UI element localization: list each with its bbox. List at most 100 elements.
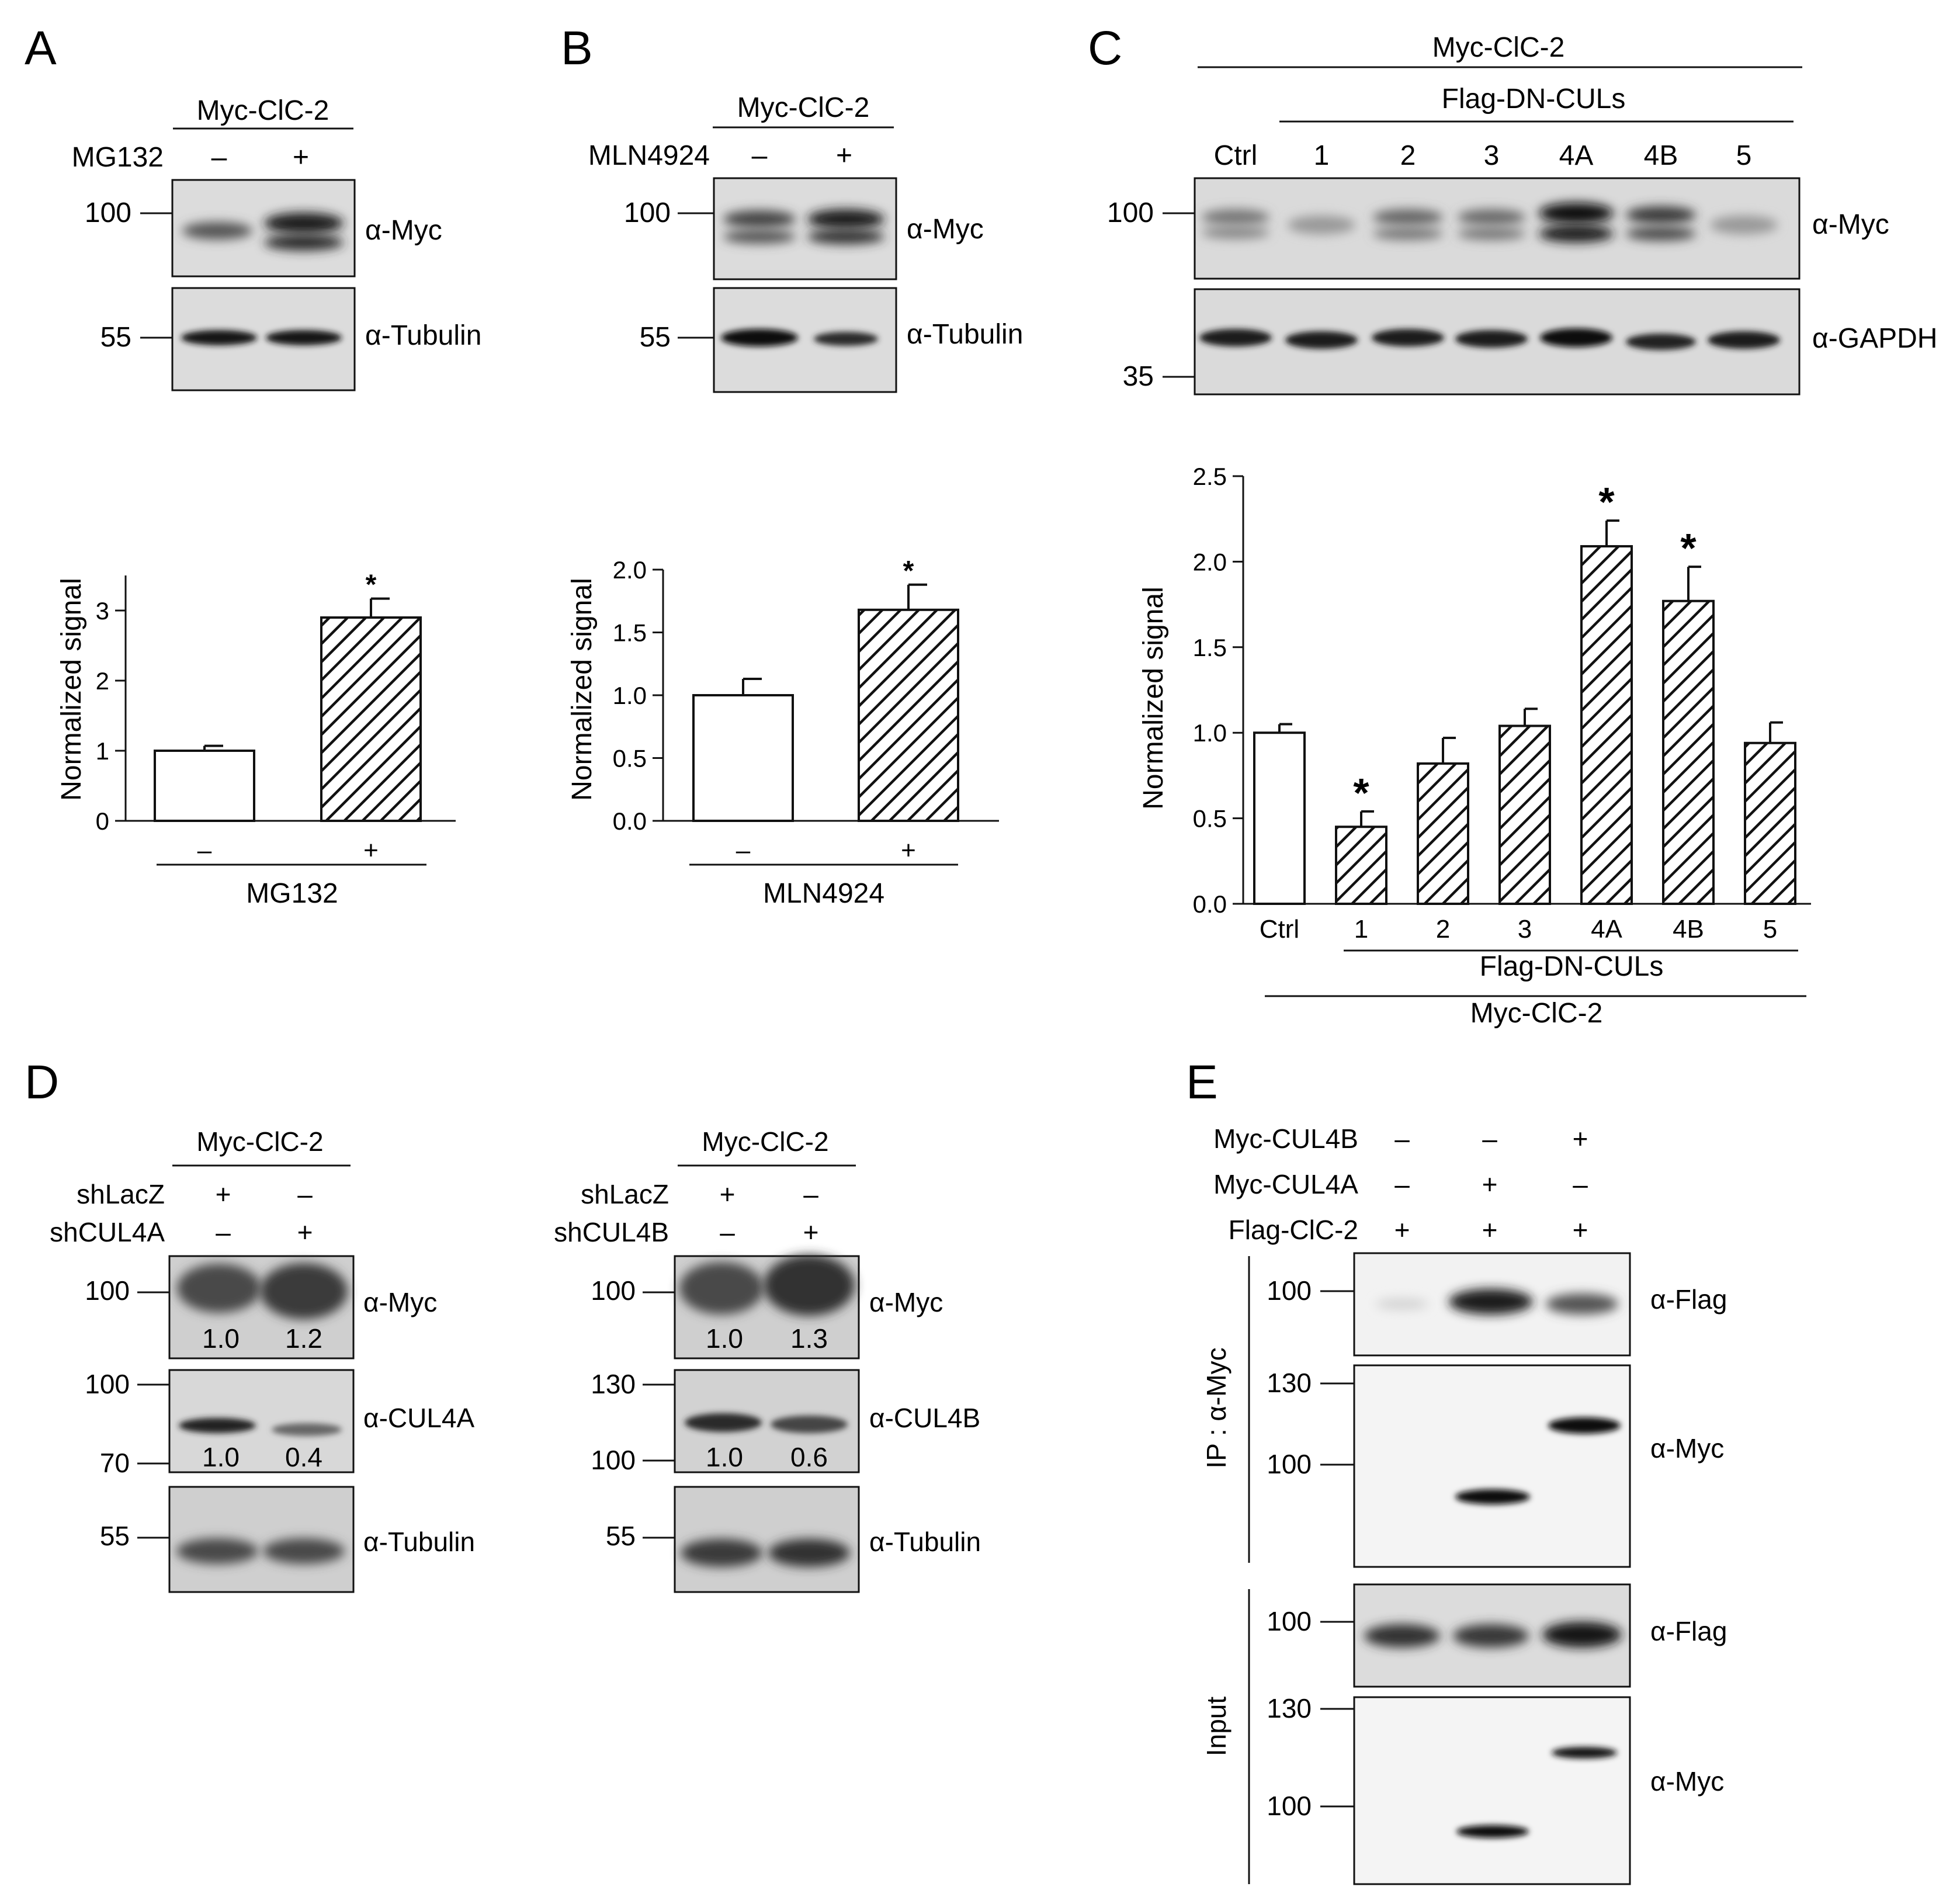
lane-label: 4A bbox=[1559, 140, 1594, 171]
marker-label: 130 bbox=[591, 1369, 636, 1399]
row-label: shLacZ bbox=[581, 1179, 669, 1209]
band bbox=[1449, 1289, 1533, 1315]
panel-b: B Myc-ClC-2 MLN4924 – + 100 α-Myc 55 α-T… bbox=[561, 22, 1023, 909]
panel-letter-d: D bbox=[25, 1056, 59, 1109]
antibody-label: α-Myc bbox=[1650, 1766, 1724, 1797]
band bbox=[1539, 203, 1614, 224]
row-mark: + bbox=[297, 1217, 313, 1247]
panel-e: E Myc-CUL4B – – + Myc-CUL4A – + – Flag-C… bbox=[1186, 1056, 1727, 1885]
marker-label: 55 bbox=[100, 1521, 130, 1551]
blot-tubulin bbox=[168, 1486, 355, 1593]
band bbox=[768, 1539, 850, 1567]
quant-value: 1.3 bbox=[790, 1323, 828, 1354]
bar bbox=[1744, 741, 1796, 905]
treatment-label: MG132 bbox=[72, 142, 164, 173]
bar bbox=[1498, 724, 1551, 906]
x-tick-label: 1 bbox=[1354, 915, 1368, 944]
antibody-label: α-Myc bbox=[365, 215, 442, 246]
row-mark: – bbox=[1394, 1123, 1410, 1154]
row-mark: + bbox=[1482, 1215, 1498, 1245]
band bbox=[1626, 227, 1696, 241]
construct-label: Myc-ClC-2 bbox=[197, 95, 329, 126]
band bbox=[264, 213, 344, 234]
row-mark: – bbox=[1482, 1123, 1497, 1154]
y-tick-label: 1.0 bbox=[613, 682, 647, 709]
quant-value: 0.4 bbox=[285, 1442, 322, 1472]
construct-label: Myc-ClC-2 bbox=[1432, 32, 1565, 63]
marker-label: 100 bbox=[591, 1275, 636, 1306]
construct-label: Myc-ClC-2 bbox=[196, 1126, 323, 1157]
y-axis-label: Normalized signal bbox=[1138, 587, 1169, 810]
x-tick-label: Ctrl bbox=[1260, 915, 1299, 944]
blot-ip-myc bbox=[1353, 1364, 1631, 1568]
blot-tubulin bbox=[674, 1486, 860, 1593]
row-label: shLacZ bbox=[77, 1179, 165, 1209]
band bbox=[723, 210, 796, 228]
quant-value: 1.0 bbox=[202, 1323, 240, 1354]
lane-label: 2 bbox=[1400, 140, 1416, 171]
y-tick-label: 1 bbox=[96, 737, 109, 765]
y-axis-label: Normalized signal bbox=[56, 578, 87, 801]
bar bbox=[1253, 731, 1306, 905]
x-tick-label: + bbox=[363, 836, 379, 865]
band bbox=[723, 230, 796, 244]
row-mark: + bbox=[720, 1179, 736, 1209]
bar bbox=[858, 608, 959, 823]
bar bbox=[1335, 826, 1387, 905]
band bbox=[807, 209, 884, 229]
antibody-label: α-Myc bbox=[869, 1287, 943, 1317]
marker-label: 100 bbox=[85, 197, 131, 228]
bar bbox=[320, 616, 422, 822]
y-tick-label: 2.5 bbox=[1193, 463, 1227, 490]
lane-label: 1 bbox=[1314, 140, 1330, 171]
band bbox=[264, 234, 344, 251]
lane-label: 3 bbox=[1484, 140, 1500, 171]
group-label: Flag-DN-CULs bbox=[1480, 951, 1664, 982]
lane-mark: + bbox=[293, 142, 309, 173]
band bbox=[1540, 328, 1612, 347]
gapdh-bands bbox=[1199, 328, 1780, 350]
antibody-label: α-Tubulin bbox=[363, 1527, 475, 1557]
antibody-label: α-CUL4B bbox=[869, 1403, 980, 1433]
band bbox=[721, 329, 798, 346]
row-mark: + bbox=[1482, 1169, 1498, 1199]
band bbox=[807, 229, 884, 244]
antibody-label: α-Tubulin bbox=[907, 319, 1023, 350]
antibody-label: α-Myc bbox=[363, 1287, 437, 1317]
bar bbox=[1580, 545, 1633, 905]
band bbox=[685, 1413, 762, 1432]
y-tick-label: 0.5 bbox=[613, 745, 647, 772]
band bbox=[1453, 1624, 1529, 1648]
band bbox=[266, 330, 342, 345]
row-mark: – bbox=[1573, 1169, 1588, 1199]
bar bbox=[692, 694, 794, 822]
antibody-label: α-CUL4A bbox=[363, 1403, 475, 1433]
antibody-label: α-Myc bbox=[1812, 209, 1889, 240]
panel-letter-b: B bbox=[561, 22, 593, 75]
x-tick-label: 3 bbox=[1518, 915, 1532, 944]
panel-d: D Myc-ClC-2 shLacZ + – shCUL4A – + 100 α… bbox=[25, 1056, 981, 1593]
row-mark: + bbox=[1394, 1215, 1410, 1245]
x-tick-label: – bbox=[736, 836, 751, 865]
band bbox=[1372, 329, 1444, 346]
band bbox=[181, 330, 257, 345]
band bbox=[1456, 1825, 1529, 1838]
blot-myc bbox=[713, 177, 897, 280]
x-tick-label: + bbox=[901, 836, 916, 865]
marker-label: 100 bbox=[1107, 197, 1154, 228]
construct-label: Myc-ClC-2 bbox=[737, 92, 870, 123]
group-label: Flag-DN-CULs bbox=[1442, 84, 1626, 115]
band bbox=[1455, 330, 1528, 348]
band bbox=[1546, 1293, 1618, 1315]
band bbox=[1458, 209, 1525, 226]
band bbox=[176, 1538, 258, 1564]
row-label: Myc-CUL4B bbox=[1213, 1123, 1358, 1154]
significance-star: * bbox=[903, 556, 914, 587]
band bbox=[1202, 226, 1269, 239]
band bbox=[272, 1423, 342, 1436]
y-tick-label: 0.0 bbox=[613, 807, 647, 835]
y-axis-label: Normalized signal bbox=[567, 578, 598, 801]
bar bbox=[1662, 599, 1715, 905]
row-mark: – bbox=[216, 1217, 231, 1247]
band bbox=[814, 332, 878, 346]
